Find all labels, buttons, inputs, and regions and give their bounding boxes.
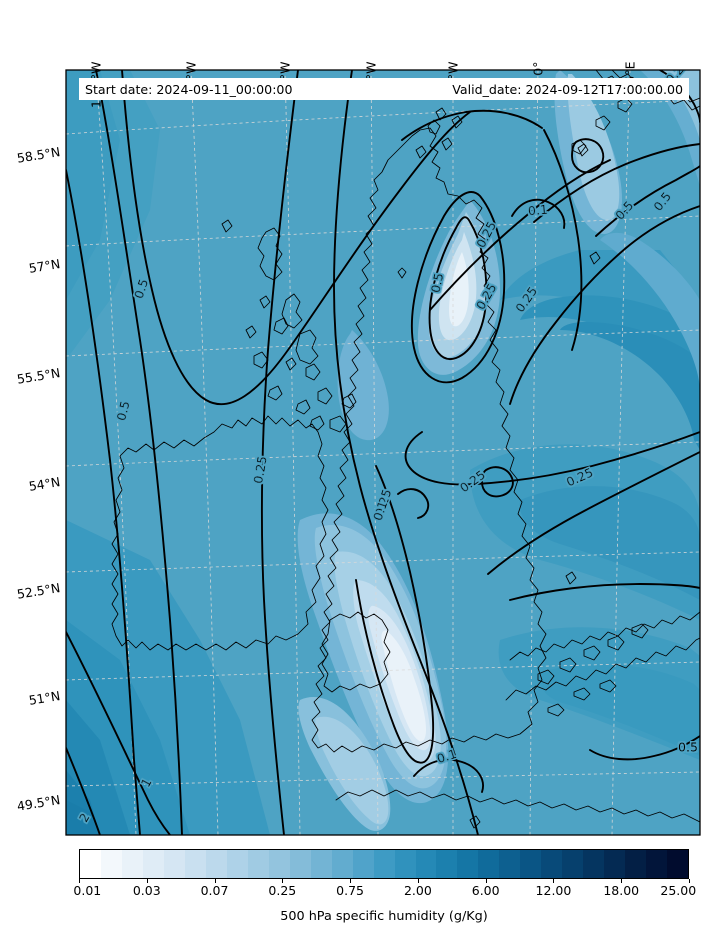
colorbar-swatch <box>80 850 101 878</box>
colorbar-swatch <box>268 850 290 878</box>
colorbar-tick-label: 0.07 <box>200 883 229 898</box>
start-date-label: Start date: 2024-09-11_00:00:00 <box>85 81 293 97</box>
colorbar-tick-label: 25.00 <box>660 883 697 898</box>
colorbar-swatch <box>184 850 206 878</box>
colorbar-tick-label: 18.00 <box>603 883 640 898</box>
colorbar-tick-label: 0.25 <box>268 883 297 898</box>
colorbar-swatch <box>625 850 647 878</box>
colorbar-tick <box>146 879 148 883</box>
colorbar-tick-label: 0.03 <box>132 883 161 898</box>
colorbar-swatch <box>394 850 416 878</box>
colorbar-swatch <box>562 850 584 878</box>
colorbar-swatch <box>205 850 227 878</box>
contour-label: 0.25 <box>250 455 270 485</box>
colorbar-swatch <box>457 850 479 878</box>
colorbar-swatch <box>331 850 353 878</box>
colorbar-swatch <box>142 850 164 878</box>
colorbar-swatch <box>352 850 374 878</box>
date-banner: Start date: 2024-09-11_00:00:00 Valid_da… <box>79 78 689 100</box>
colorbar-tick-label: 0.75 <box>336 883 364 898</box>
colorbar-swatch <box>604 850 626 878</box>
colorbar-swatch <box>436 850 458 878</box>
colorbar-swatch <box>415 850 437 878</box>
colorbar-swatch <box>310 850 332 878</box>
colorbar-tick <box>689 879 690 883</box>
colorbar-swatch <box>373 850 395 878</box>
colorbar-tick-label: 12.00 <box>535 883 572 898</box>
colorbar-tick-label: 0.01 <box>73 883 102 898</box>
colorbar-tick <box>485 879 487 883</box>
colorbar-swatch <box>520 850 542 878</box>
contour-label: 0.1 <box>370 499 390 523</box>
contour-label: 0.1 <box>435 746 459 766</box>
colorbar-gradient[interactable] <box>79 849 689 879</box>
contour-label: 0.5 <box>131 277 151 301</box>
contour-label: 0.5 <box>428 272 447 295</box>
colorbar-swatch <box>499 850 521 878</box>
colorbar-tick <box>214 879 216 883</box>
colorbar-tick <box>553 879 555 883</box>
colorbar-tick-label: 2.00 <box>403 883 432 898</box>
contour-label: 0.1 <box>527 202 548 219</box>
colorbar-swatch <box>541 850 563 878</box>
colorbar-swatch <box>289 850 311 878</box>
colorbar-swatch <box>646 850 668 878</box>
colorbar-swatch <box>667 850 689 878</box>
graticule <box>66 70 700 835</box>
colorbar-swatch <box>163 850 185 878</box>
valid-date-label: Valid_date: 2024-09-12T17:00:00.00 <box>452 81 683 97</box>
colorbar-tick <box>621 879 623 883</box>
colorbar-container[interactable]: 0.01 0.03 0.07 0.25 0.75 2.00 6.00 12.00 18.00 25… <box>73 849 696 924</box>
colorbar-tick <box>417 879 419 883</box>
colorbar-swatch <box>583 850 605 878</box>
colorbar-tick <box>79 879 80 883</box>
humidity-filled-contours <box>66 70 700 835</box>
colorbar-tick-label: 6.00 <box>471 883 500 898</box>
colorbar-swatch <box>247 850 269 878</box>
humidity-contour-lines <box>66 70 700 835</box>
colorbar-swatch <box>226 850 248 878</box>
contour-label: 0.5 <box>678 740 698 755</box>
colorbar-swatch <box>478 850 500 878</box>
colorbar-tick <box>350 879 352 883</box>
colorbar-swatch <box>100 850 122 878</box>
colorbar-axis-label: 500 hPa specific humidity (g/Kg) <box>280 909 488 924</box>
plot-border <box>65 69 701 836</box>
colorbar-tick <box>282 879 284 883</box>
contour-label: 0.5 <box>113 399 132 422</box>
colorbar-swatch <box>121 850 143 878</box>
